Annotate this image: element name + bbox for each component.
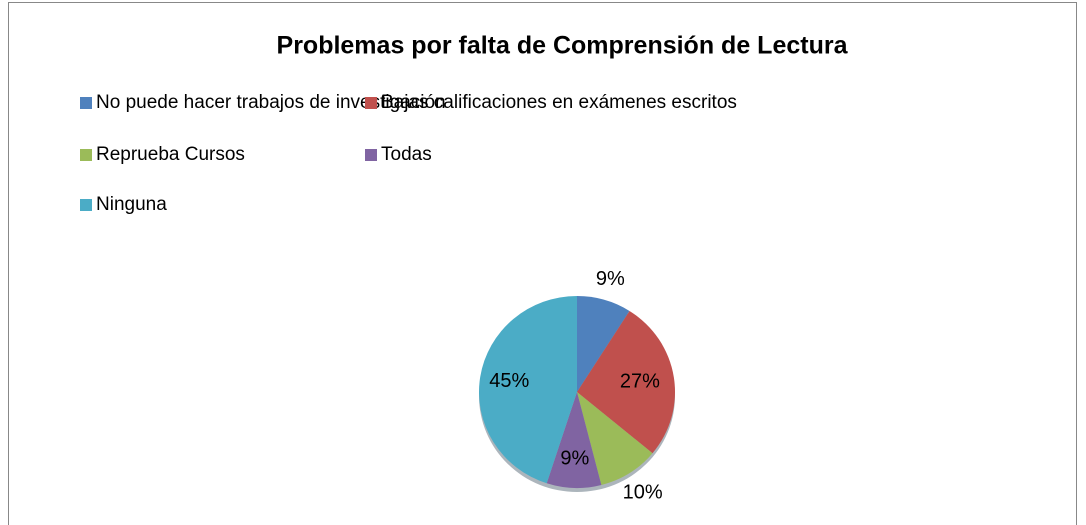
- legend-swatch: [80, 97, 92, 109]
- pie-slice: [546, 392, 602, 488]
- legend-swatch: [80, 199, 92, 211]
- chart-title: Problemas por falta de Comprensión de Le…: [277, 32, 849, 60]
- data-label: 45%: [489, 370, 529, 392]
- data-label: 27%: [620, 371, 660, 393]
- legend-swatch: [365, 97, 377, 109]
- pie-slice: [478, 296, 577, 484]
- pie-slice: [577, 392, 653, 485]
- legend-label: No puede hacer trabajos de investigación: [96, 92, 446, 113]
- data-label: 10%: [623, 482, 663, 504]
- pie-slice: [577, 296, 630, 392]
- pie-slice: [577, 310, 675, 454]
- legend-label: Reprueba Cursos: [96, 144, 245, 165]
- legend-swatch: [80, 149, 92, 161]
- data-label: 9%: [596, 268, 625, 290]
- legend-label: Bajas calificaciones en exámenes escrito…: [381, 92, 737, 113]
- data-label: 9%: [560, 447, 589, 469]
- legend-swatch: [365, 149, 377, 161]
- legend-label: Todas: [381, 144, 432, 165]
- legend-label: Ninguna: [96, 194, 167, 215]
